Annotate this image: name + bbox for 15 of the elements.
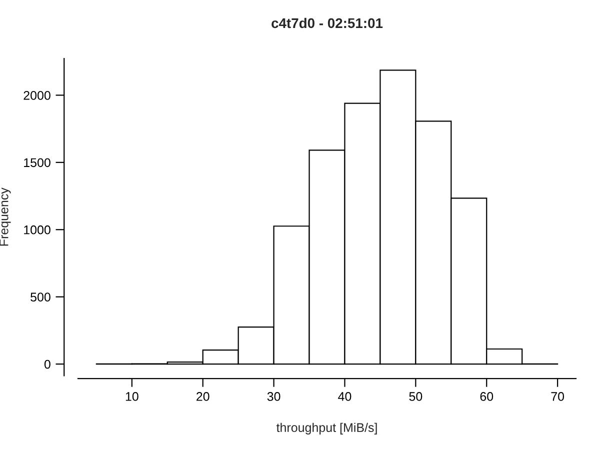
x-axis-title: throughput [MiB/s]: [276, 422, 377, 434]
x-tick-label: 40: [338, 392, 352, 401]
y-tick-label: 500: [30, 292, 50, 302]
x-tick-label: 20: [196, 392, 210, 401]
x-tick-label: 30: [267, 392, 280, 401]
y-tick-label: 1000: [24, 225, 50, 234]
y-tick-label: 0: [44, 360, 50, 369]
y-tick-label: 1500: [24, 158, 50, 168]
x-tick-label: 10: [126, 392, 138, 401]
chart-title: c4t7d0 - 02:51:01: [272, 18, 383, 28]
x-tick-label: 50: [409, 392, 422, 401]
x-tick-label: 70: [551, 392, 564, 401]
y-axis-title: Frequency: [0, 188, 11, 246]
y-tick-label: 2000: [24, 91, 50, 100]
x-tick-label: 60: [480, 392, 494, 401]
